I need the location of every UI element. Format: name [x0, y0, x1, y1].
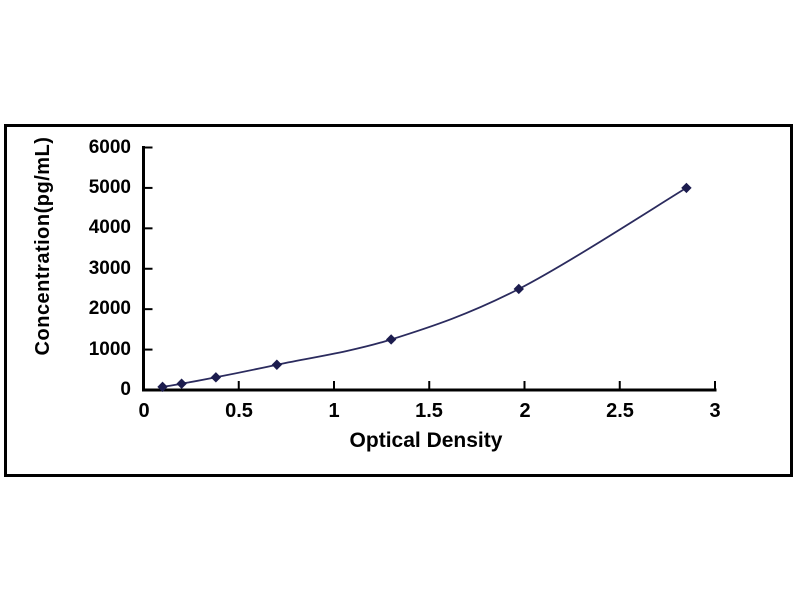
y-tick-label: 3000 — [88, 258, 131, 279]
y-tick-label: 6000 — [88, 137, 131, 158]
y-tick-label: 5000 — [88, 177, 131, 198]
x-tick-label: 2.5 — [606, 400, 634, 422]
x-tick-label: 3 — [709, 400, 721, 422]
standard-curve-line — [162, 187, 687, 388]
x-tick-label: 1 — [328, 400, 340, 422]
y-tick-label: 2000 — [88, 298, 131, 319]
y-tick-label: 1000 — [88, 339, 131, 360]
x-tick-label: 1.5 — [415, 400, 443, 422]
data-point-marker — [157, 381, 168, 393]
data-point-marker — [513, 283, 524, 295]
chart-frame — [4, 124, 793, 477]
data-point-marker — [385, 334, 397, 345]
data-point-marker — [681, 182, 692, 194]
x-tick-label: 0 — [138, 400, 150, 422]
y-axis-title: Concentration(pg/mL) — [32, 136, 54, 356]
data-point-marker — [271, 359, 283, 370]
y-tick-label: 0 — [120, 379, 131, 400]
x-axis-title: Optical Density — [349, 429, 503, 452]
data-point-marker — [176, 378, 187, 389]
y-tick-label: 4000 — [88, 217, 131, 238]
data-point-marker — [210, 372, 222, 383]
x-tick-label: 2 — [519, 400, 531, 422]
x-tick-label: 0.5 — [225, 400, 253, 422]
